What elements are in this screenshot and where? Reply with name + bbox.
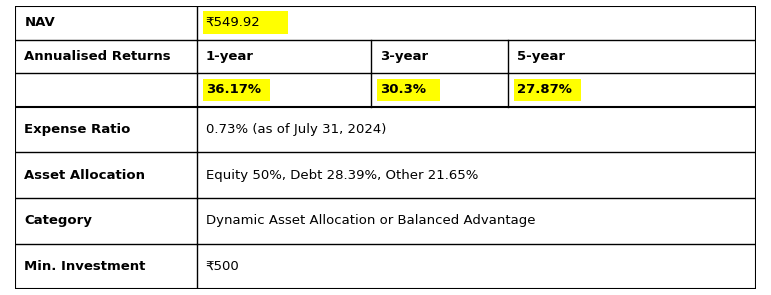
Text: Equity 50%, Debt 28.39%, Other 21.65%: Equity 50%, Debt 28.39%, Other 21.65% <box>206 169 478 182</box>
Text: 36.17%: 36.17% <box>206 83 261 96</box>
Text: Asset Allocation: Asset Allocation <box>25 169 145 182</box>
Text: ₹500: ₹500 <box>206 260 239 273</box>
Text: Expense Ratio: Expense Ratio <box>25 123 130 136</box>
Text: 3-year: 3-year <box>379 50 428 63</box>
Bar <box>203 78 270 101</box>
Text: 0.73% (as of July 31, 2024): 0.73% (as of July 31, 2024) <box>206 123 386 136</box>
Text: NAV: NAV <box>25 16 55 29</box>
Text: Category: Category <box>25 214 93 227</box>
Text: 27.87%: 27.87% <box>517 83 571 96</box>
Text: Dynamic Asset Allocation or Balanced Advantage: Dynamic Asset Allocation or Balanced Adv… <box>206 214 535 227</box>
Bar <box>376 78 440 101</box>
Text: ₹549.92: ₹549.92 <box>206 16 261 29</box>
Text: Annualised Returns: Annualised Returns <box>25 50 171 63</box>
Bar <box>513 78 581 101</box>
Text: 30.3%: 30.3% <box>379 83 426 96</box>
Text: 1-year: 1-year <box>206 50 254 63</box>
Text: Min. Investment: Min. Investment <box>25 260 146 273</box>
Bar <box>203 11 288 34</box>
Text: 5-year: 5-year <box>517 50 564 63</box>
